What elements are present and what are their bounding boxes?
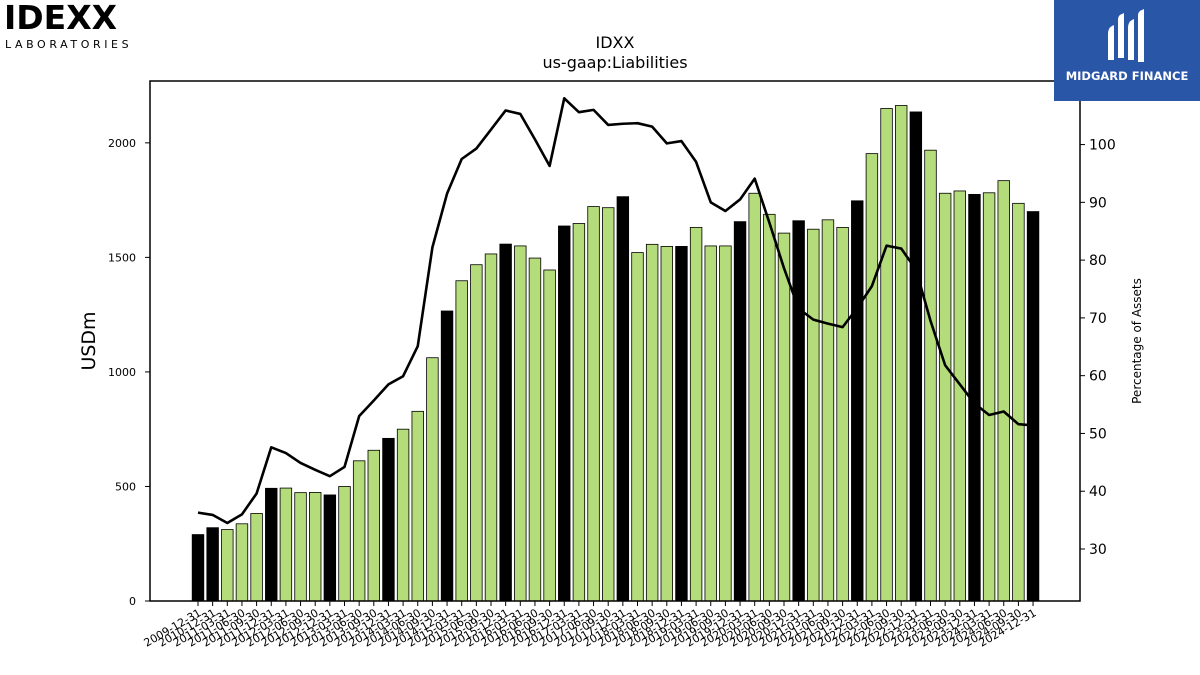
bar-2023-09-30 xyxy=(953,190,967,602)
bar-2013-06-30 xyxy=(352,460,366,602)
bar-2019-09-30 xyxy=(719,245,732,602)
percentage-line xyxy=(197,97,1034,525)
bar-2012-06-30 xyxy=(294,492,307,602)
bar-2012-12-31 xyxy=(323,494,337,602)
y2-tick-label-50: 50 xyxy=(1089,426,1107,442)
bar-2010-12-31 xyxy=(206,527,219,602)
bar-2021-03-31 xyxy=(807,228,820,602)
y-tick-label-2000: 2000 xyxy=(108,137,136,150)
bar-2018-06-30 xyxy=(645,243,659,602)
chart-subtitle: us-gaap:Liabilities xyxy=(542,53,687,72)
midgard-finance-logo: MIDGARD FINANCE xyxy=(1054,0,1200,101)
bar-2019-03-31 xyxy=(689,226,703,602)
y2-tick-label-90: 90 xyxy=(1089,195,1107,211)
bar-2024-09-30 xyxy=(1012,202,1025,602)
bar-2018-12-31 xyxy=(675,245,688,602)
line-series xyxy=(197,97,1034,525)
bar-2012-03-31 xyxy=(279,487,293,602)
bar-2014-06-30 xyxy=(411,410,424,602)
bar-2011-09-30 xyxy=(250,513,263,602)
bar-2016-09-30 xyxy=(543,269,556,602)
bar-2011-06-30 xyxy=(235,523,249,602)
y2-tick-label-60: 60 xyxy=(1089,369,1107,385)
bar-2022-03-31 xyxy=(865,153,879,602)
plot-frame xyxy=(149,80,1081,602)
bar-2014-09-30 xyxy=(426,357,439,602)
idexx-wordmark: IDEXX xyxy=(4,0,118,37)
bar-2020-03-31 xyxy=(748,192,761,602)
y2-tick-label-80: 80 xyxy=(1089,253,1107,269)
bar-2019-12-31 xyxy=(733,221,747,602)
bar-2015-12-31 xyxy=(499,243,512,602)
bar-2015-03-31 xyxy=(455,280,468,602)
bar-2024-03-31 xyxy=(982,192,996,602)
midgard-brand-text: MIDGARD FINANCE xyxy=(1065,69,1189,83)
bar-2023-06-30 xyxy=(938,192,952,602)
bar-series xyxy=(191,105,1040,602)
bar-2014-12-31 xyxy=(440,310,454,602)
y2-tick-label-30: 30 xyxy=(1089,542,1107,558)
bar-2016-12-31 xyxy=(558,225,571,602)
bar-2011-03-31 xyxy=(221,529,234,602)
idexx-logo-subtitle: LABORATORIES xyxy=(5,38,133,51)
bar-2020-09-30 xyxy=(777,232,791,602)
bar-2023-03-31 xyxy=(924,149,937,602)
bar-2013-09-30 xyxy=(367,449,381,602)
bar-2020-06-30 xyxy=(763,213,776,602)
bar-2024-12-31 xyxy=(1026,211,1040,602)
bar-2021-09-30 xyxy=(836,226,849,602)
bar-2016-06-30 xyxy=(528,257,542,602)
bar-2017-12-31 xyxy=(616,196,630,602)
y-axis-label: USDm xyxy=(78,311,100,370)
bar-2020-12-31 xyxy=(792,220,805,602)
axes: 0500100015002000304050607080901002009-12… xyxy=(108,80,1116,650)
y2-tick-label-70: 70 xyxy=(1089,311,1107,327)
bar-2017-09-30 xyxy=(602,207,615,602)
y-tick-label-0: 0 xyxy=(129,595,136,608)
bar-2015-09-30 xyxy=(484,253,498,602)
bar-2018-09-30 xyxy=(660,245,674,602)
y-tick-label-1500: 1500 xyxy=(108,251,136,264)
idexx-logo: IDEXX LABORATORIES xyxy=(4,0,154,51)
bar-2017-03-31 xyxy=(572,223,586,602)
bar-2021-06-30 xyxy=(821,219,835,602)
y-tick-label-500: 500 xyxy=(115,480,136,493)
bar-2013-12-31 xyxy=(382,437,395,602)
bar-2015-06-30 xyxy=(470,264,483,602)
bar-2022-09-30 xyxy=(895,105,908,602)
y2-tick-label-100: 100 xyxy=(1089,138,1116,154)
bar-2014-03-31 xyxy=(396,428,410,602)
bar-2012-09-30 xyxy=(308,492,322,602)
bar-2011-12-31 xyxy=(265,487,278,602)
bar-2019-06-30 xyxy=(704,245,717,602)
chart-title: IDXX xyxy=(596,33,635,52)
y-tick-label-1000: 1000 xyxy=(108,366,136,379)
bar-2016-03-31 xyxy=(514,245,527,602)
bar-2021-12-31 xyxy=(851,200,864,602)
y2-axis-label: Percentage of Assets xyxy=(1130,278,1144,404)
bar-2024-06-30 xyxy=(997,180,1010,602)
bar-2022-06-30 xyxy=(880,108,893,602)
bar-2018-03-31 xyxy=(631,252,644,602)
bar-2022-12-31 xyxy=(909,111,923,602)
bar-2009-12-31 xyxy=(191,534,205,602)
bar-2013-03-31 xyxy=(338,486,351,602)
midgard-emblem-icon xyxy=(1108,9,1144,62)
y2-tick-label-40: 40 xyxy=(1089,484,1107,500)
bar-2017-06-30 xyxy=(587,206,600,602)
